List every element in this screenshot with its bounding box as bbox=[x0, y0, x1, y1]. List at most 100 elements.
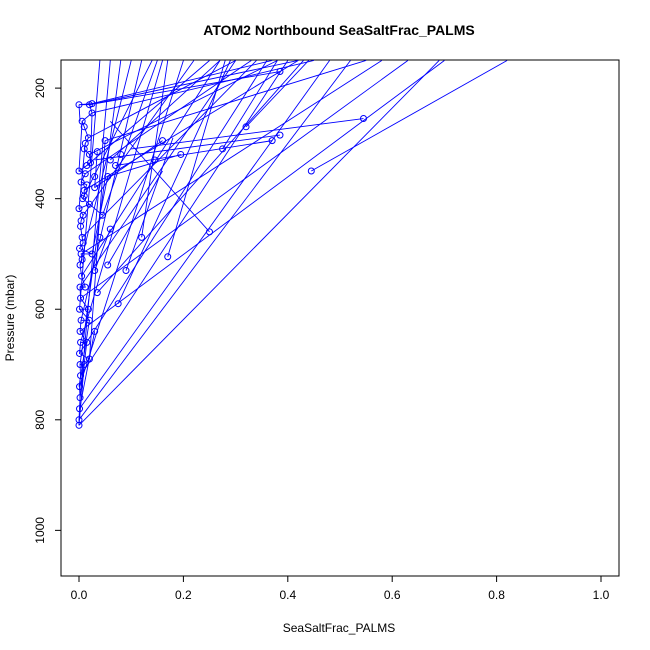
data-point bbox=[276, 68, 284, 76]
x-tick-label: 0.4 bbox=[279, 588, 296, 602]
profile-segment bbox=[79, 60, 445, 332]
data-point bbox=[104, 261, 112, 269]
profile-segment bbox=[89, 60, 299, 106]
data-point bbox=[76, 394, 84, 402]
data-point bbox=[75, 416, 83, 424]
y-axis-label: Pressure (mbar) bbox=[3, 275, 17, 362]
data-point bbox=[138, 233, 146, 241]
profile-segment bbox=[222, 60, 278, 150]
profile-segment bbox=[109, 120, 210, 233]
data-point bbox=[80, 192, 88, 200]
data-point bbox=[78, 255, 86, 263]
data-point bbox=[177, 150, 185, 158]
x-tick-label: 0.6 bbox=[384, 588, 401, 602]
data-point bbox=[81, 283, 89, 291]
data-point bbox=[91, 267, 99, 275]
profile-segment bbox=[94, 151, 98, 188]
data-point bbox=[79, 239, 87, 247]
data-point bbox=[83, 181, 91, 189]
profile-segment bbox=[167, 60, 226, 257]
data-point bbox=[76, 305, 84, 313]
data-point bbox=[159, 137, 167, 145]
data-point bbox=[76, 405, 84, 413]
data-point bbox=[86, 159, 94, 167]
data-point bbox=[77, 294, 85, 302]
profile-segment bbox=[131, 118, 364, 150]
profile-segment bbox=[110, 60, 221, 161]
x-axis-label: SeaSaltFrac_PALMS bbox=[283, 621, 396, 635]
data-point bbox=[78, 272, 86, 280]
data-point bbox=[104, 173, 112, 181]
data-point bbox=[122, 267, 130, 275]
data-point bbox=[151, 156, 159, 164]
data-point bbox=[77, 178, 85, 186]
profile-segment bbox=[79, 60, 330, 410]
profile-segment bbox=[85, 60, 252, 175]
profile-segment bbox=[78, 121, 83, 172]
data-point bbox=[77, 316, 85, 324]
y-axis: 200 400 600 800 1000 bbox=[33, 78, 62, 544]
data-point bbox=[75, 101, 83, 109]
data-point bbox=[98, 211, 106, 219]
profile-segment bbox=[78, 60, 440, 426]
profile-segment bbox=[79, 60, 111, 398]
profile-segment bbox=[94, 228, 111, 271]
profile-segment bbox=[104, 60, 367, 142]
data-point bbox=[76, 283, 84, 291]
data-point bbox=[77, 217, 85, 225]
data-point bbox=[268, 137, 276, 145]
data-point bbox=[91, 184, 99, 192]
data-point bbox=[91, 327, 99, 335]
profile-segment bbox=[125, 137, 174, 271]
profile-segment bbox=[94, 140, 163, 188]
data-point bbox=[84, 305, 92, 313]
data-point bbox=[80, 361, 88, 369]
data-point bbox=[78, 117, 86, 125]
data-point bbox=[206, 228, 213, 236]
data-points bbox=[75, 68, 367, 429]
profile-segment bbox=[107, 170, 163, 266]
data-point bbox=[76, 383, 84, 391]
data-point bbox=[93, 148, 101, 156]
data-point bbox=[219, 145, 227, 153]
profile-segment bbox=[86, 60, 210, 166]
data-point bbox=[117, 150, 125, 158]
data-point bbox=[101, 137, 109, 145]
x-axis: 0.0 0.2 0.4 0.6 0.8 1.0 bbox=[71, 575, 610, 602]
profile-segment bbox=[245, 60, 310, 128]
data-point bbox=[88, 100, 96, 108]
profile-segment bbox=[115, 140, 273, 166]
profile-segment bbox=[102, 60, 158, 216]
profile-segment bbox=[79, 342, 88, 398]
data-point bbox=[76, 244, 84, 252]
profile-segment bbox=[83, 60, 299, 191]
profile-segment bbox=[80, 60, 289, 376]
profile-segment bbox=[117, 60, 231, 304]
profile-segment bbox=[91, 60, 273, 105]
profile-segment bbox=[89, 71, 281, 106]
profile-segment bbox=[94, 134, 281, 161]
data-point bbox=[93, 289, 101, 297]
data-point bbox=[81, 139, 89, 147]
profile-lines bbox=[78, 60, 508, 426]
chart-title: ATOM2 Northbound SeaSaltFrac_PALMS bbox=[203, 22, 474, 38]
profile-segment bbox=[78, 60, 351, 421]
data-point bbox=[83, 338, 91, 346]
profile-segment bbox=[311, 60, 508, 172]
data-point bbox=[75, 167, 83, 175]
data-point bbox=[106, 225, 114, 233]
data-point bbox=[106, 156, 114, 164]
profile-segment bbox=[80, 60, 409, 299]
x-tick-label: 0.8 bbox=[488, 588, 505, 602]
data-point bbox=[85, 200, 93, 208]
y-tick-label: 800 bbox=[33, 409, 47, 429]
y-tick-label: 200 bbox=[33, 78, 47, 98]
data-point bbox=[81, 170, 89, 178]
profile-segment bbox=[91, 60, 315, 114]
y-tick-label: 600 bbox=[33, 299, 47, 319]
data-point bbox=[84, 134, 92, 142]
data-point bbox=[77, 372, 85, 380]
profile-segment bbox=[80, 60, 383, 255]
